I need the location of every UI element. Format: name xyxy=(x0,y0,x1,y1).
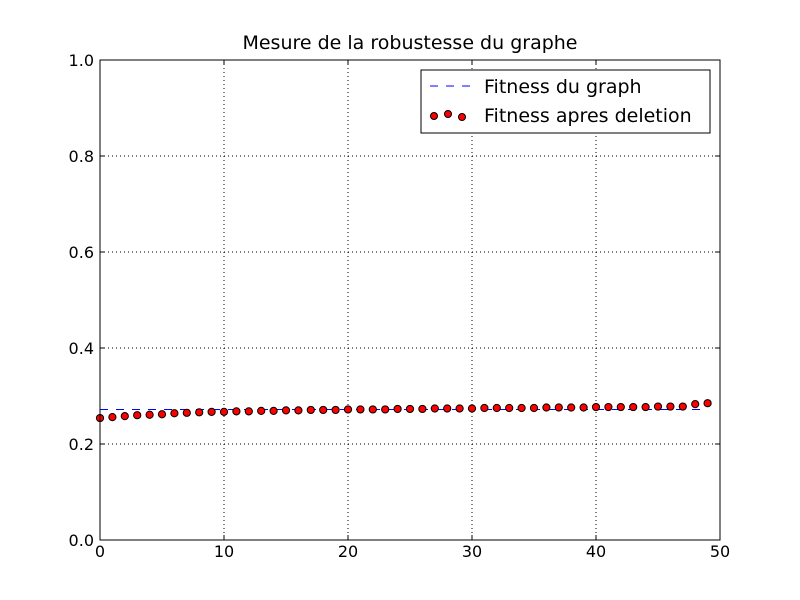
data-point xyxy=(405,404,415,414)
data-point xyxy=(182,408,191,417)
data-point xyxy=(306,405,315,415)
y-tick-label: 0.0 xyxy=(69,531,94,550)
data-point xyxy=(430,404,439,413)
legend-label-fitness-du-graph: Fitness du graph xyxy=(484,76,642,98)
plot-area-background xyxy=(100,60,720,540)
data-point xyxy=(343,405,353,414)
data-point xyxy=(393,404,402,414)
data-point xyxy=(257,406,266,415)
data-point xyxy=(294,406,303,415)
data-point xyxy=(616,402,625,412)
data-point xyxy=(691,400,700,409)
data-point xyxy=(492,403,501,413)
data-point xyxy=(678,402,687,411)
data-point xyxy=(529,403,539,413)
y-tick-label: 0.4 xyxy=(69,339,94,358)
legend-box xyxy=(420,69,711,134)
y-tick-label: 0.8 xyxy=(69,147,94,166)
y-tick-label: 0.6 xyxy=(69,243,94,262)
data-point xyxy=(443,404,452,413)
y-tick-label: 1.0 xyxy=(69,51,94,70)
data-point xyxy=(368,405,377,414)
y-tick-label: 0.2 xyxy=(69,435,94,454)
grid xyxy=(100,60,720,540)
data-point xyxy=(120,412,129,421)
data-point xyxy=(356,405,365,414)
data-point xyxy=(281,406,291,415)
data-point xyxy=(653,402,663,411)
data-point xyxy=(145,410,154,419)
data-point xyxy=(604,402,613,412)
ticks: 0 10 20 30 40 50 0.0 0.2 0.4 0.6 0.8 1.0 xyxy=(69,51,731,561)
data-point xyxy=(381,405,390,414)
data-point xyxy=(480,403,489,413)
data-point xyxy=(232,407,241,416)
x-tick-label: 50 xyxy=(710,542,730,561)
data-point xyxy=(170,409,179,418)
data-point xyxy=(157,410,167,419)
data-point xyxy=(455,404,464,413)
data-point xyxy=(418,404,427,414)
x-tick-label: 10 xyxy=(214,542,234,561)
legend-marker-fitness-apres-deletion xyxy=(458,113,466,121)
x-tick-label: 40 xyxy=(586,542,606,561)
x-tick-label: 30 xyxy=(462,542,482,561)
data-point xyxy=(567,403,576,412)
data-point xyxy=(629,402,638,412)
legend-label-fitness-apres-deletion: Fitness apres deletion xyxy=(484,105,692,127)
data-point xyxy=(244,407,253,416)
data-point xyxy=(579,403,588,412)
data-point xyxy=(666,402,675,411)
data-point xyxy=(505,403,514,413)
legend: Fitness du graph Fitness apres deletion xyxy=(420,69,711,134)
legend-marker-fitness-apres-deletion xyxy=(430,112,438,120)
x-tick-label: 20 xyxy=(338,542,358,561)
data-point xyxy=(219,407,229,416)
data-point xyxy=(467,404,477,413)
x-tick-label: 0 xyxy=(95,542,105,561)
data-point xyxy=(319,405,328,415)
data-point xyxy=(591,402,601,412)
data-point xyxy=(703,399,712,408)
data-point xyxy=(331,405,340,415)
data-point xyxy=(207,407,216,416)
data-point xyxy=(133,411,142,420)
legend-marker-fitness-apres-deletion xyxy=(444,110,452,118)
chart-title: Mesure de la robustesse du graphe xyxy=(242,32,577,54)
data-point xyxy=(517,403,526,413)
data-point xyxy=(269,406,278,415)
data-point xyxy=(542,403,551,412)
series-layer xyxy=(95,399,712,423)
data-point xyxy=(641,402,650,412)
data-point xyxy=(108,413,117,422)
data-point xyxy=(554,403,563,412)
data-point xyxy=(195,408,204,417)
plot-frame xyxy=(99,59,721,541)
